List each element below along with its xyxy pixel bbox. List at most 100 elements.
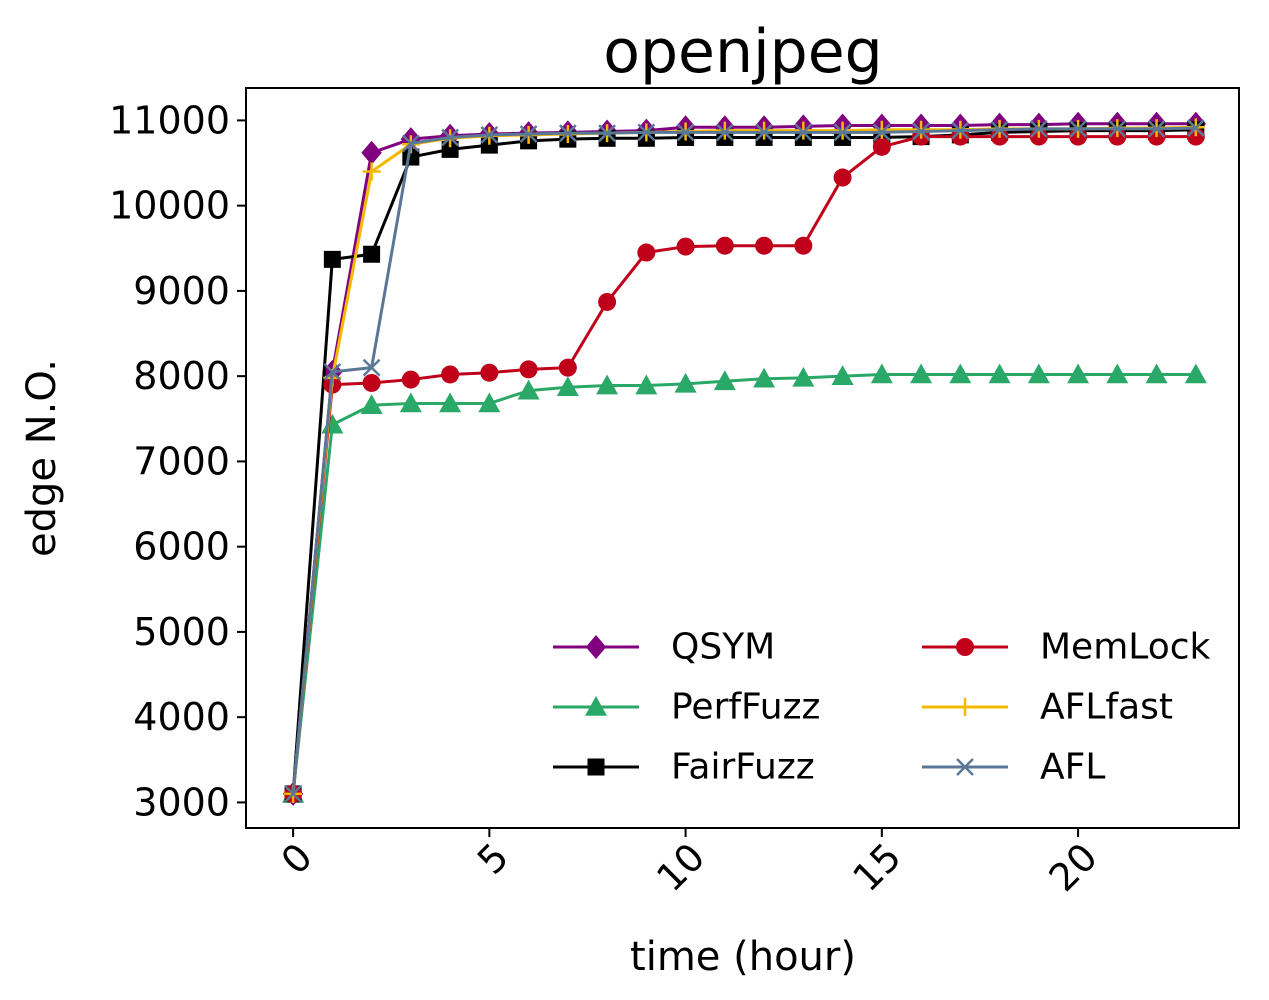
- data-point: [441, 365, 460, 384]
- data-point: [872, 123, 891, 142]
- x-tick-label: 20: [1041, 835, 1106, 900]
- x-axis: 0 5 10 15 20: [273, 828, 1106, 900]
- legend-marker: [956, 758, 974, 776]
- data-point: [910, 363, 933, 384]
- data-point: [833, 168, 852, 187]
- data-point: [715, 123, 734, 142]
- x-tick-label: 10: [648, 835, 713, 900]
- y-tick-label: 9000: [133, 269, 230, 313]
- y-tick-label: 7000: [133, 439, 230, 483]
- legend-label: FairFuzz: [671, 747, 815, 788]
- legend-marker: [587, 758, 605, 776]
- data-point: [441, 128, 459, 147]
- legend-marker: [585, 635, 607, 659]
- data-point: [321, 413, 344, 434]
- data-point: [598, 292, 617, 311]
- data-point: [1108, 120, 1127, 138]
- data-point: [713, 370, 736, 391]
- data-point: [912, 122, 930, 141]
- data-point: [360, 394, 383, 414]
- y-tick-label: 6000: [133, 525, 230, 569]
- data-point: [596, 374, 619, 395]
- legend-label: AFL: [1040, 747, 1105, 788]
- data-point: [439, 392, 462, 413]
- data-point: [323, 250, 341, 268]
- data-point: [362, 358, 381, 377]
- data-point: [362, 162, 381, 181]
- data-point: [715, 236, 734, 255]
- legend: QSYM PerfFuzz FairFuzz MemLock AFLfast AFL: [553, 627, 1211, 788]
- data-point: [401, 370, 420, 389]
- legend-item-fairfuzz: FairFuzz: [553, 747, 815, 788]
- legend-item-afl: AFL: [922, 747, 1105, 788]
- y-tick-label: 5000: [133, 610, 230, 654]
- legend-marker: [585, 696, 607, 716]
- series-line: [291, 372, 1196, 795]
- y-tick-label: 8000: [133, 354, 230, 398]
- legend-label: MemLock: [1040, 627, 1211, 668]
- data-point: [872, 120, 891, 139]
- x-tick-label: 15: [844, 835, 909, 900]
- data-point: [519, 360, 538, 379]
- series-line: [291, 126, 1196, 795]
- x-tick-label: 0: [273, 835, 321, 883]
- data-point: [401, 134, 420, 153]
- data-point: [1067, 363, 1090, 384]
- data-point: [870, 363, 893, 384]
- legend-label: PerfFuzz: [671, 687, 820, 728]
- legend-label: AFLfast: [1040, 687, 1173, 728]
- data-point: [674, 372, 697, 393]
- data-point: [480, 363, 499, 382]
- legend-marker: [956, 698, 974, 716]
- chart-title: openjpeg: [603, 17, 883, 87]
- data-point: [480, 126, 499, 144]
- data-point: [361, 140, 382, 165]
- data-point: [949, 363, 972, 384]
- data-point: [1106, 363, 1129, 384]
- data-point: [323, 363, 342, 381]
- y-tick-label: 4000: [133, 695, 230, 739]
- y-tick-label: 11000: [109, 98, 230, 142]
- plot-area: [282, 111, 1207, 806]
- y-tick-label: 10000: [109, 184, 230, 228]
- data-point: [635, 374, 658, 395]
- legend-item-qsym: QSYM: [553, 627, 775, 668]
- data-point: [792, 366, 815, 387]
- data-point: [517, 379, 540, 400]
- plot-frame: [245, 87, 1240, 829]
- data-point: [794, 236, 813, 255]
- legend-item-aflfast: AFLfast: [922, 687, 1173, 728]
- data-point: [676, 237, 695, 256]
- data-point: [1027, 363, 1050, 384]
- series-perffuzz: [282, 363, 1207, 803]
- data-point: [1029, 120, 1048, 138]
- data-point: [1147, 120, 1166, 138]
- data-point: [755, 123, 773, 142]
- legend-label: QSYM: [671, 627, 775, 668]
- data-point: [362, 373, 381, 392]
- data-point: [556, 376, 579, 397]
- data-point: [1145, 363, 1168, 384]
- data-point: [637, 243, 656, 262]
- legend-item-perffuzz: PerfFuzz: [553, 687, 820, 728]
- legend-marker: [956, 638, 974, 656]
- data-point: [988, 363, 1011, 384]
- y-tick-label: 3000: [133, 780, 230, 824]
- data-point: [284, 785, 302, 803]
- data-point: [441, 140, 459, 158]
- data-point: [951, 121, 970, 140]
- data-point: [1186, 119, 1205, 137]
- data-point: [637, 123, 656, 142]
- data-point: [872, 137, 891, 156]
- series-afl: [284, 119, 1205, 803]
- data-point: [478, 392, 501, 413]
- data-point: [676, 123, 695, 142]
- data-point: [1184, 363, 1207, 384]
- data-point: [755, 236, 774, 255]
- data-point: [831, 365, 854, 385]
- legend-item-memlock: MemLock: [922, 627, 1211, 668]
- data-point: [794, 123, 813, 142]
- data-point: [558, 358, 577, 377]
- data-point: [990, 120, 1009, 139]
